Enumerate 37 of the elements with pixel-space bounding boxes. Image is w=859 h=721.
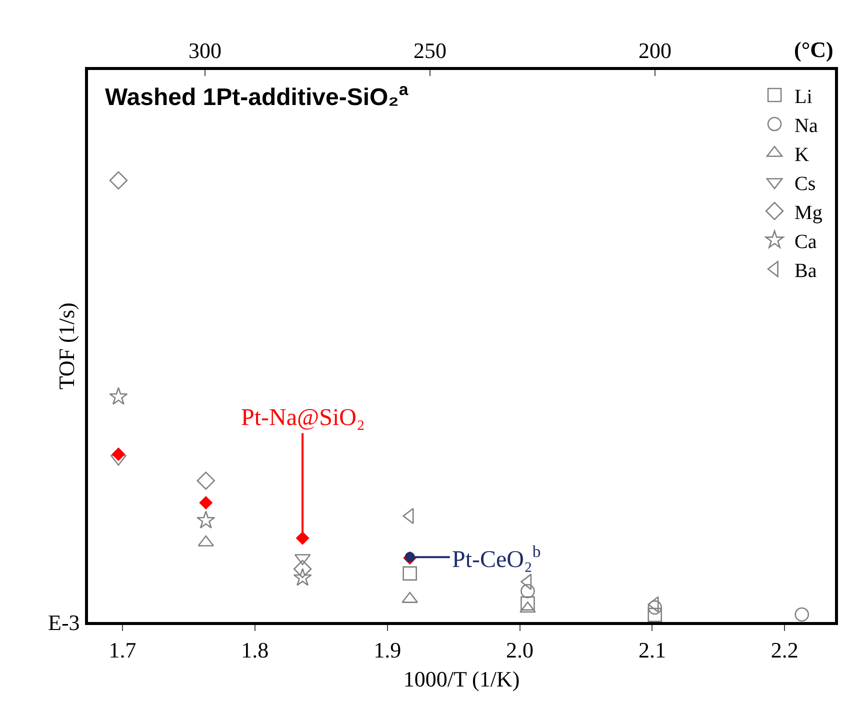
point (648, 600, 662, 615)
point (794, 607, 810, 622)
x-tick-label: 2.0 (506, 637, 534, 662)
point (196, 510, 216, 528)
legend-label: Ca (794, 230, 817, 253)
legend-label: Mg (794, 202, 822, 224)
legend-label: Ba (794, 260, 817, 282)
legend-label: K (794, 144, 810, 166)
x2-tick-label: 200 (638, 38, 672, 64)
point (520, 596, 535, 611)
point (520, 584, 535, 598)
point (109, 387, 128, 405)
legend-label: Pt-CeO₂$^{b}$ (452, 542, 541, 574)
point (648, 608, 662, 622)
point (109, 171, 128, 190)
y-axis-title: TOF (1/s) (54, 302, 79, 390)
point (112, 448, 125, 461)
x2-tick-label: 250 (414, 38, 446, 64)
x-tick-label: 1.7 (108, 637, 136, 662)
point (402, 566, 417, 581)
text: E-3 (48, 610, 80, 635)
point (199, 496, 212, 510)
legend-label: Na (794, 114, 818, 137)
point (293, 560, 312, 578)
x-tick-label: 1.9 (374, 637, 402, 662)
x2-axis-title: (°C) (794, 37, 834, 62)
x-tick-label: 2.1 (638, 637, 666, 662)
point (196, 472, 215, 490)
legend-label: Cs (794, 172, 816, 195)
point (293, 568, 312, 586)
chart-title: Washed 1Pt-additive-SiO₂$^{a}$ (105, 80, 409, 112)
legend-label: Li (794, 86, 813, 108)
text: Pt-Na@SiO₂ (241, 405, 365, 431)
x-tick-label: 1.8 (241, 637, 269, 662)
x2-tick-label: 300 (188, 38, 222, 64)
x-tick-label: 2.2 (770, 637, 798, 662)
x-axis-title: 1000/T (1/K) (403, 666, 520, 692)
